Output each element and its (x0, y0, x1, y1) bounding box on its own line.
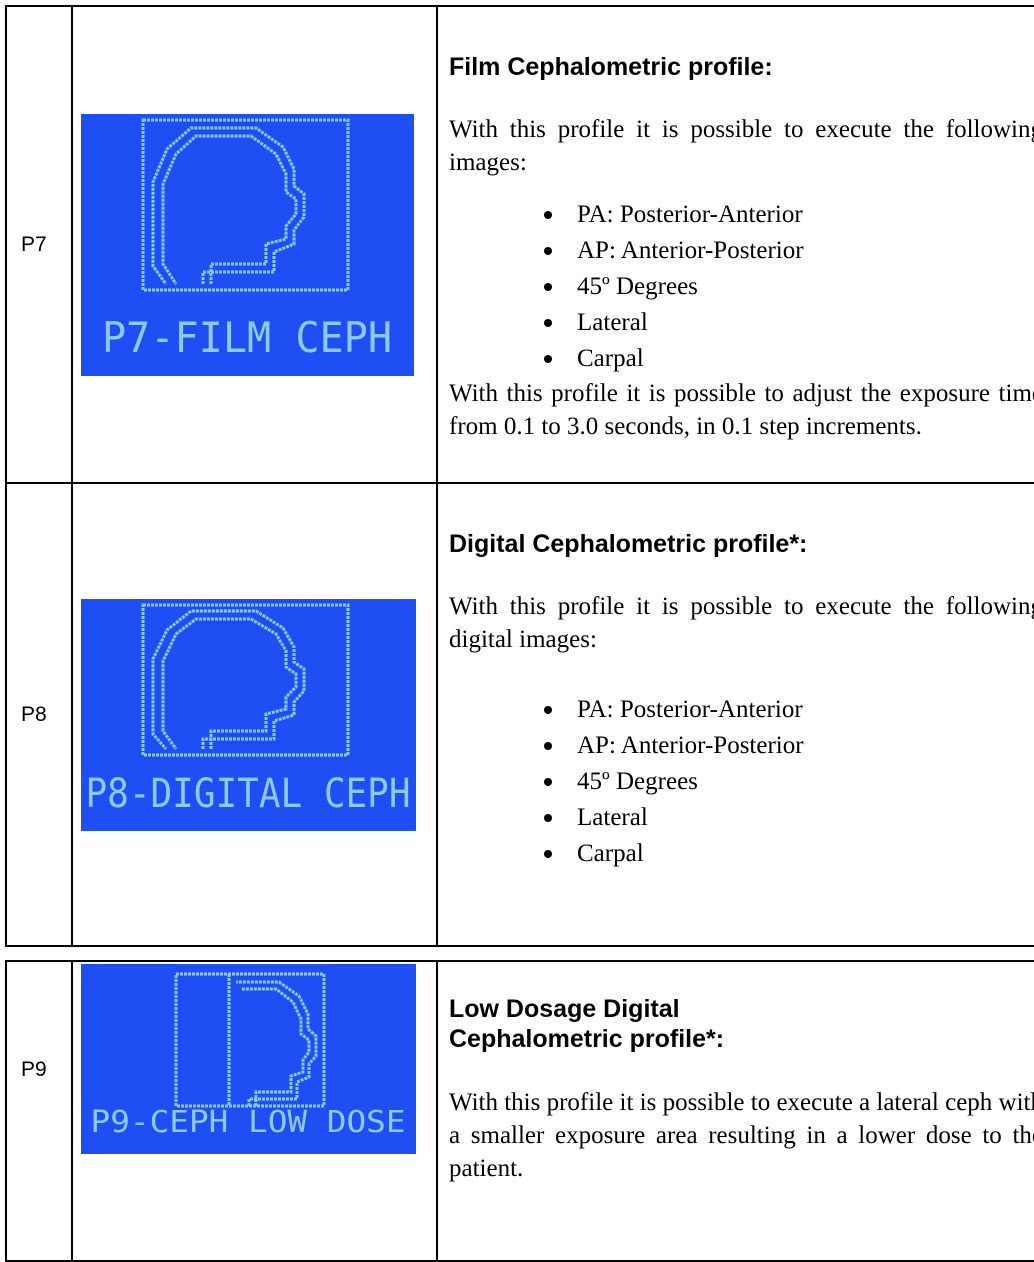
heading: Film Cephalometric profile: (449, 53, 773, 81)
list-item: Carpal (544, 341, 1034, 377)
row: P8 P8-DIGITAL CEPH Digital Cephalometric… (5, 482, 1034, 947)
list-item: 45º Degrees (544, 269, 1034, 305)
outro: With this profile it is possible to adju… (449, 380, 1034, 440)
lcd-screen: P7-FILM CEPH (81, 113, 414, 376)
list-item: Carpal (544, 836, 1034, 872)
screen-label: P8-DIGITAL CEPH (86, 771, 411, 817)
profile-table: P7 P7-FILM CEPH Film Cephalometric profi… (5, 5, 1034, 947)
screen-cell: P9-CEPH LOW DOSE (71, 960, 438, 1262)
list-item: Lateral (544, 305, 1034, 341)
heading: Digital Cephalometric profile*: (449, 530, 808, 558)
profile-id: P7 (5, 5, 73, 484)
description: Low Dosage Digital Cephalometric profile… (436, 960, 1034, 1262)
list-item: PA: Posterior-Anterior (544, 692, 1034, 728)
image-list: PA: Posterior-Anterior AP: Anterior-Post… (449, 197, 1034, 377)
list-item: PA: Posterior-Anterior (544, 197, 1034, 233)
intro: With this profile it is possible to exec… (449, 116, 1034, 176)
list-item: AP: Anterior-Posterior (544, 728, 1034, 764)
profile-id: P8 (5, 482, 73, 947)
row: P9 P9-CEPH LOW DOSE Low Dosage Digital C… (5, 960, 1034, 1262)
list-item: Lateral (544, 800, 1034, 836)
description: Digital Cephalometric profile*: With thi… (436, 482, 1034, 947)
screen-cell: P7-FILM CEPH (71, 5, 438, 484)
profile-table: P9 P9-CEPH LOW DOSE Low Dosage Digital C… (5, 960, 1034, 1262)
row: P7 P7-FILM CEPH Film Cephalometric profi… (5, 5, 1034, 484)
screen-label: P7-FILM CEPH (102, 313, 392, 362)
list-item: AP: Anterior-Posterior (544, 233, 1034, 269)
lcd-screen: P9-CEPH LOW DOSE (81, 964, 416, 1154)
list-item: 45º Degrees (544, 764, 1034, 800)
heading: Low Dosage Digital Cephalometric profile… (449, 995, 725, 1053)
profile-id: P9 (5, 960, 73, 1262)
screen-label: P9-CEPH LOW DOSE (91, 1105, 406, 1140)
intro: With this profile it is possible to exec… (449, 1089, 1034, 1182)
lcd-screen: P8-DIGITAL CEPH (81, 598, 416, 831)
image-list: PA: Posterior-Anterior AP: Anterior-Post… (449, 692, 1034, 872)
description: Film Cephalometric profile: With this pr… (436, 5, 1034, 484)
intro: With this profile it is possible to exec… (449, 593, 1034, 653)
screen-cell: P8-DIGITAL CEPH (71, 482, 438, 947)
